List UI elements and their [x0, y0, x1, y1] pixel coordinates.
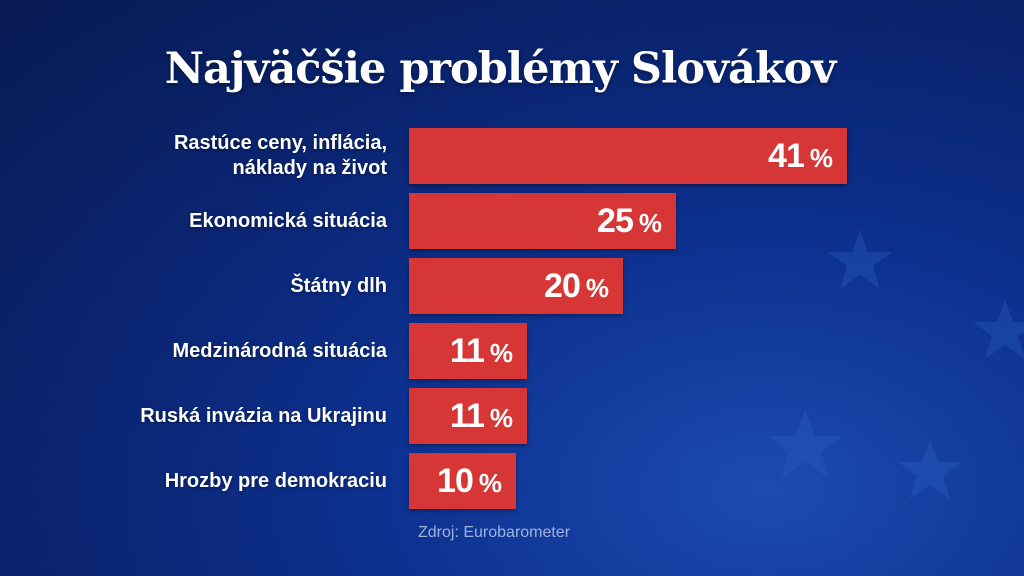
- data-label: 41%: [768, 128, 833, 184]
- data-label-value: 10: [437, 461, 474, 500]
- data-label-value: 41: [768, 136, 805, 175]
- bar-row: Ruská invázia na Ukrajinu 11%: [0, 388, 1024, 444]
- category-label: Rastúce ceny, inflácia, náklady na život: [173, 132, 387, 179]
- data-label-value: 25: [597, 201, 634, 240]
- data-label-unit: %: [585, 272, 609, 303]
- chart-title: Najväčšie problémy Slovákov: [164, 44, 837, 94]
- bar: 11%: [409, 323, 527, 379]
- data-label: 10%: [437, 453, 502, 509]
- category-label: Ekonomická situácia: [189, 209, 387, 232]
- star-icon: [767, 410, 843, 478]
- bar-row: Štátny dlh 20%: [0, 258, 1024, 314]
- bar: 10%: [409, 453, 516, 509]
- data-label: 11%: [450, 388, 513, 444]
- category-label: Medzinárodná situácia: [172, 339, 388, 362]
- data-label: 25%: [597, 193, 662, 249]
- bar-row: Medzinárodná situácia 11%: [0, 323, 1024, 379]
- data-label-unit: %: [478, 467, 502, 498]
- bar: 25%: [409, 193, 676, 249]
- data-label-value: 11: [449, 331, 485, 370]
- source-note: Zdroj: Eurobarometer: [418, 524, 571, 541]
- data-label-unit: %: [489, 337, 513, 368]
- star-icon: [898, 440, 962, 499]
- data-label-unit: %: [638, 207, 662, 238]
- star-icon: [828, 230, 892, 289]
- data-label-value: 20: [544, 266, 581, 305]
- bar-row: Ekonomická situácia 25%: [0, 193, 1024, 249]
- data-label-unit: %: [489, 402, 513, 433]
- category-label: Štátny dlh: [290, 274, 387, 297]
- bar: 41%: [409, 128, 847, 184]
- star-icon: [973, 300, 1024, 359]
- bar: 11%: [409, 388, 527, 444]
- bar: 20%: [409, 258, 623, 314]
- bar-row: Rastúce ceny, inflácia, náklady na život 4…: [0, 128, 1024, 184]
- category-label: Hrozby pre demokraciu: [164, 469, 387, 492]
- data-label: 11%: [450, 323, 513, 379]
- bar-row: Hrozby pre demokraciu 10%: [0, 453, 1024, 509]
- data-label: 20%: [544, 258, 609, 314]
- data-label-value: 11: [449, 396, 485, 435]
- data-label-unit: %: [809, 142, 833, 173]
- category-label: Ruská invázia na Ukrajinu: [140, 404, 387, 427]
